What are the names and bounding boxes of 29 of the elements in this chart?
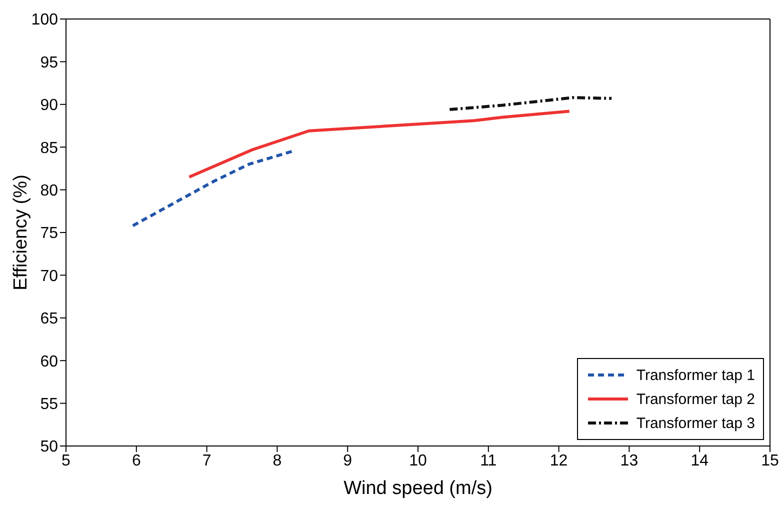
x-tick-label: 10 [409, 452, 427, 470]
x-tick-label: 8 [272, 452, 282, 470]
line-series [448, 96, 614, 112]
y-tick-label: 80 [40, 182, 58, 200]
y-tick-label: 50 [40, 438, 58, 456]
y-tick-label: 55 [40, 396, 58, 413]
y-axis-title: Efficiency (%) [10, 174, 32, 290]
legend-label: Transformer tap 3 [636, 414, 755, 432]
line-series [188, 110, 571, 178]
x-tick-label: 9 [343, 452, 352, 470]
x-tick-label: 6 [132, 452, 141, 470]
y-tick-label: 90 [40, 97, 58, 114]
x-tick-label: 7 [202, 452, 212, 470]
y-tick-label: 60 [40, 353, 58, 370]
y-tick-label: 95 [40, 54, 58, 72]
y-tick-label: 70 [40, 268, 58, 285]
x-tick-label: 5 [62, 452, 71, 470]
legend-label: Transformer tap 2 [636, 390, 755, 408]
x-axis-title: Wind speed (m/s) [344, 478, 492, 499]
y-tick-label: 75 [40, 225, 58, 242]
x-tick-label: 11 [480, 452, 497, 470]
y-tick-label: 100 [31, 12, 58, 29]
y-tick-label: 85 [40, 140, 58, 157]
x-tick-label: 15 [761, 452, 779, 470]
x-tick-label: 13 [620, 452, 638, 470]
x-tick-label: 12 [550, 452, 568, 470]
legend-label: Transformer tap 1 [636, 366, 755, 384]
x-tick-label: 14 [690, 452, 709, 470]
y-tick-label: 65 [40, 310, 58, 328]
